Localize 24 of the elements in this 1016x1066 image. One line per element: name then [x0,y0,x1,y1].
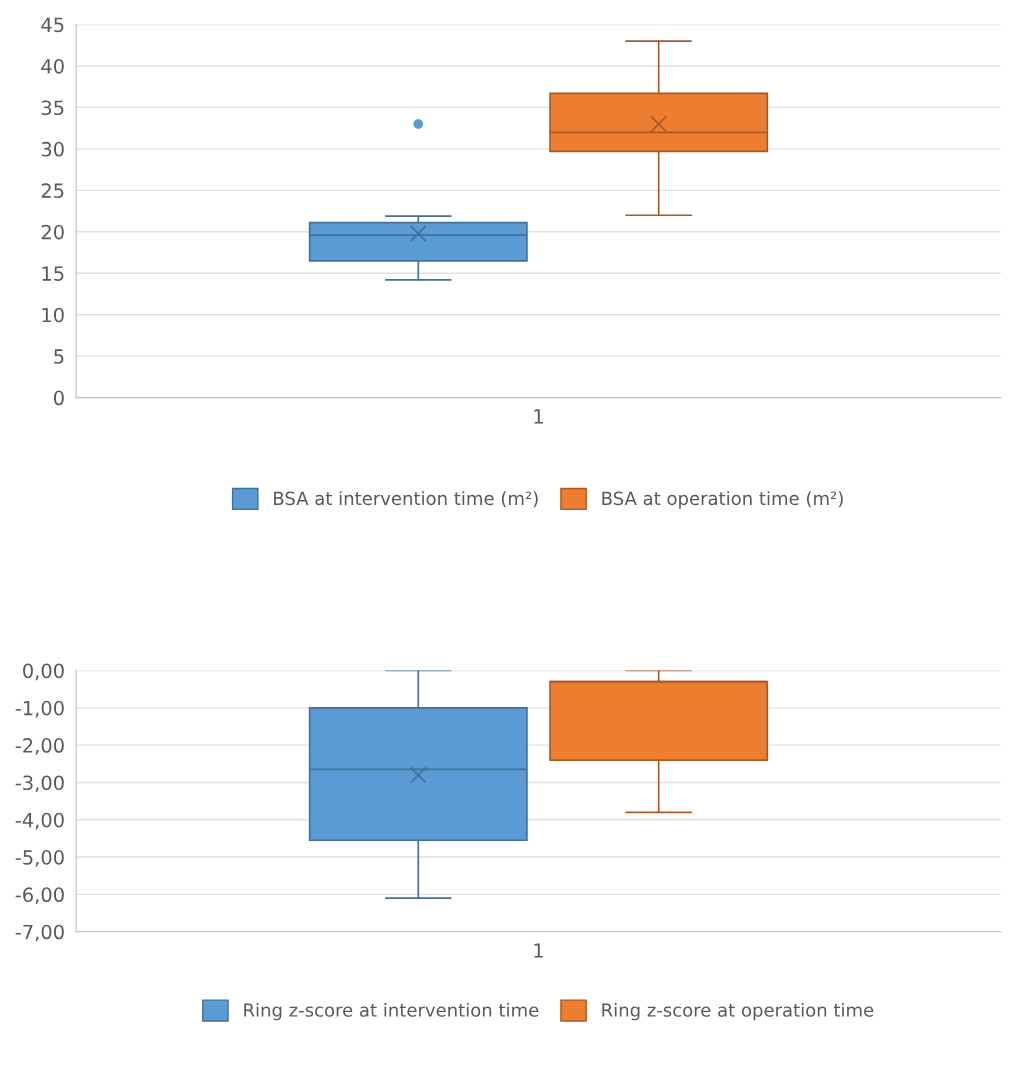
legend-label: BSA at operation time (m²) [602,491,843,509]
y-tick-label: 0 [54,390,64,406]
y-tick-label: 15 [42,266,64,281]
y-tick-label: -3,00 [15,775,64,793]
y-tick-label: -5,00 [15,850,64,867]
legend-label: BSA at intervention time (m²) [274,491,538,508]
y-tick-label: 5 [54,349,64,364]
y-tick-label: -1,00 [15,700,64,718]
y-tick-label: 10 [42,307,64,323]
y-tick-label: 35 [41,100,64,116]
legend-label: Ring z-score at operation time [602,1002,874,1021]
y-tick-label: 30 [41,141,64,157]
y-tick-label: 0,00 [23,663,64,681]
y-tick-label: -4,00 [15,812,64,830]
y-tick-label: -2,00 [15,738,64,755]
y-tick-label: 20 [41,224,64,240]
legend-label: Ring z-score at intervention time [244,1002,539,1021]
y-tick-label: -7,00 [15,924,64,942]
y-tick-label: 45 [41,17,64,33]
y-tick-label: 25 [41,183,64,198]
y-tick-label: -6,00 [15,887,64,905]
y-tick-label: 40 [41,58,64,74]
x-tick-label: 1 [534,409,543,424]
x-tick-label: 1 [534,943,543,958]
